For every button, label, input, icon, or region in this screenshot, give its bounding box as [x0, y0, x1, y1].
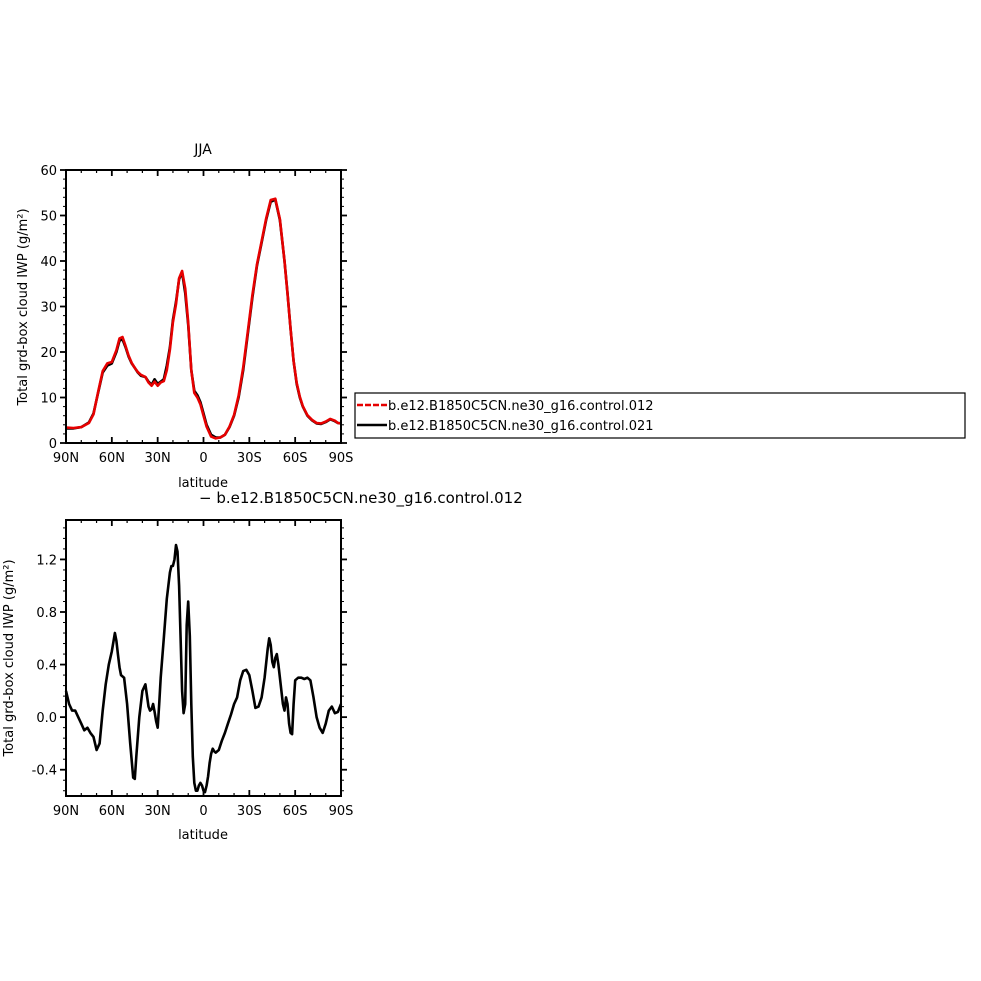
top-y-tick-label-4: 40: [40, 255, 57, 270]
top-y-tick-label-5: 50: [40, 210, 57, 225]
top-series-line-1: [65, 197, 342, 440]
top-axis-ticks: 90N 60N 30N 0 30S 60S 90S 0 10 20 30 40 50 60: [40, 164, 353, 466]
top-y-axis-label: Total grd-box cloud IWP (g/m²): [16, 208, 31, 406]
bottom-x-axis-label: latitude: [178, 828, 228, 843]
top-series-group: [65, 197, 342, 440]
bottom-y-tick-label-2: 0.4: [36, 659, 57, 674]
bottom-series-line-0: [64, 543, 343, 794]
top-y-tick-label-6: 60: [40, 164, 57, 179]
legend-box: [354, 392, 966, 439]
bottom-axis-ticks: 90N 60N 30N 0 30S 60S 90S -0.4 0.0 0.4 0.8 1.2: [32, 520, 354, 819]
bottom-y-tick-label-1: 0.0: [36, 711, 57, 726]
top-x-tick-label-1: 60N: [99, 451, 125, 466]
bottom-x-tick-label-5: 60S: [283, 804, 308, 819]
bottom-x-tick-label-2: 30N: [145, 804, 171, 819]
bottom-x-tick-label-1: 60N: [99, 804, 125, 819]
top-x-tick-label-4: 30S: [237, 451, 262, 466]
top-x-tick-label-2: 30N: [145, 451, 171, 466]
top-y-tick-label-1: 10: [40, 392, 57, 407]
bottom-x-tick-label-0: 90N: [53, 804, 79, 819]
top-x-axis-label: latitude: [178, 476, 228, 491]
bottom-y-tick-label-4: 1.2: [36, 553, 57, 568]
top-chart-title: JJA: [193, 142, 212, 158]
bottom-series-group: [64, 543, 343, 794]
top-panel: JJA 90N 60N 30N 0 30S 60S 90S 0 10 20 30 40 50 60 lat…: [16, 142, 353, 491]
top-y-tick-label-0: 0: [49, 437, 57, 452]
bottom-x-tick-label-4: 30S: [237, 804, 262, 819]
top-x-tick-label-3: 0: [199, 451, 207, 466]
top-y-tick-label-3: 30: [40, 301, 57, 316]
bottom-y-axis-label: Total grd-box cloud IWP (g/m²): [2, 559, 17, 757]
bottom-chart-title: − b.e12.B1850C5CN.ne30_g16.control.012: [199, 489, 523, 508]
bottom-x-tick-label-6: 90S: [329, 804, 354, 819]
legend-entry-012: b.e12.B1850C5CN.ne30_g16.control.012: [388, 399, 654, 414]
bottom-panel: − b.e12.B1850C5CN.ne30_g16.control.012 9…: [2, 489, 523, 843]
legend-entry-021: b.e12.B1850C5CN.ne30_g16.control.021: [388, 419, 654, 434]
bottom-x-tick-label-3: 0: [199, 804, 207, 819]
bottom-y-tick-label-3: 0.8: [36, 606, 57, 621]
top-x-tick-label-5: 60S: [283, 451, 308, 466]
top-x-tick-label-6: 90S: [329, 451, 354, 466]
bottom-y-tick-label-0: -0.4: [32, 764, 57, 779]
top-y-tick-label-2: 20: [40, 346, 57, 361]
legend: b.e12.B1850C5CN.ne30_g16.control.012 b.e…: [354, 392, 966, 439]
top-x-tick-label-0: 90N: [53, 451, 79, 466]
